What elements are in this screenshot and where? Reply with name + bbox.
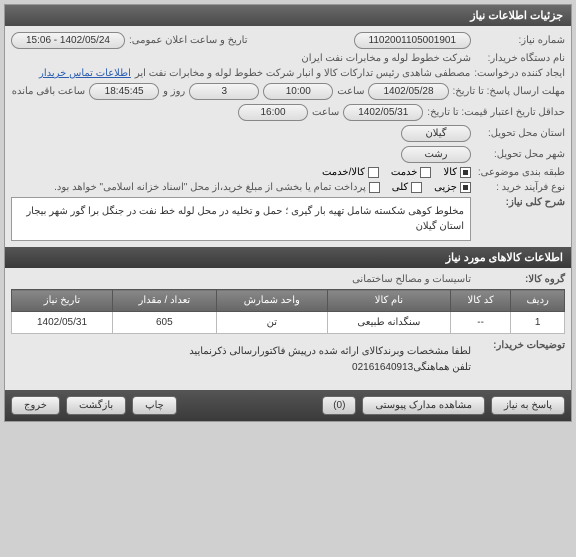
back-button[interactable]: بازگشت	[66, 396, 126, 415]
table-row: 1 -- سنگدانه طبیعی تن 605 1402/05/31	[12, 312, 565, 334]
price-validity-label: حداقل تاریخ اعتبار قیمت: تا تاریخ:	[427, 107, 565, 118]
exit-button[interactable]: خروج	[11, 396, 60, 415]
respond-button[interactable]: پاسخ به نیاز	[491, 396, 565, 415]
cell-unit: تن	[216, 312, 327, 334]
buyer-note-line2: تلفن هماهنگی02161640913	[189, 360, 471, 376]
cell-row: 1	[511, 312, 565, 334]
description-label: شرح کلی نیاز:	[475, 197, 565, 208]
row-goods-group: گروه کالا: تاسیسات و مصالح ساختمانی	[11, 274, 565, 285]
row-province: استان محل تحویل: گیلان	[11, 125, 565, 142]
row-deadline: مهلت ارسال پاسخ: تا تاریخ: 1402/05/28 سا…	[11, 83, 565, 100]
col-name: نام کالا	[327, 290, 450, 312]
buyer-notes-text: لطفا مشخصات وبرندکالای ارائه شده درپیش ف…	[189, 340, 471, 380]
cell-qty: 605	[112, 312, 216, 334]
cell-date: 1402/05/31	[12, 312, 113, 334]
province-value: گیلان	[401, 125, 471, 142]
footer-bar: پاسخ به نیاز مشاهده مدارک پیوستی (0) چاپ…	[5, 390, 571, 421]
deadline-days-label: روز و	[163, 86, 185, 97]
row-need-number: شماره نیاز: 1102001105001901 تاریخ و ساع…	[11, 32, 565, 49]
category-service-label: خدمت	[391, 167, 418, 178]
announce-date-value: 1402/05/24 - 15:06	[11, 32, 125, 49]
col-code: کد کالا	[450, 290, 510, 312]
price-validity-time: 16:00	[238, 104, 308, 121]
requester-label: ایجاد کننده درخواست:	[474, 68, 565, 79]
announce-date-label: تاریخ و ساعت اعلان عمومی:	[129, 35, 248, 46]
col-date: تاریخ نیاز	[12, 290, 113, 312]
row-city: شهر محل تحویل: رشت	[11, 146, 565, 163]
category-both[interactable]: کالا/خدمت	[322, 167, 379, 178]
goods-table: ردیف کد کالا نام کالا واحد شمارش تعداد /…	[11, 289, 565, 334]
checkbox-icon	[368, 167, 379, 178]
requester-value: مصطفی شاهدی رئیس تدارکات کالا و انبار شر…	[135, 68, 470, 79]
category-radio-group: کالا خدمت کالا/خدمت	[322, 167, 471, 178]
process-treasury-label: پرداخت تمام یا بخشی از مبلغ خرید،از محل …	[54, 182, 366, 193]
attachments-count: (0)	[322, 396, 356, 415]
need-details-panel: جزئیات اطلاعات نیاز شماره نیاز: 11020011…	[4, 4, 572, 422]
row-buyer-notes: توضیحات خریدار: لطفا مشخصات وبرندکالای ا…	[11, 340, 565, 380]
cell-name: سنگدانه طبیعی	[327, 312, 450, 334]
process-full-label: کلی	[392, 182, 408, 193]
category-service[interactable]: خدمت	[391, 167, 432, 178]
goods-group-value: تاسیسات و مصالح ساختمانی	[352, 274, 471, 285]
row-price-validity: حداقل تاریخ اعتبار قیمت: تا تاریخ: 1402/…	[11, 104, 565, 121]
col-qty: تعداد / مقدار	[112, 290, 216, 312]
buyer-contact-link[interactable]: اطلاعات تماس خریدار	[39, 68, 131, 79]
col-unit: واحد شمارش	[216, 290, 327, 312]
row-requester: ایجاد کننده درخواست: مصطفی شاهدی رئیس تد…	[11, 68, 565, 79]
city-value: رشت	[401, 146, 471, 163]
deadline-label: مهلت ارسال پاسخ: تا تاریخ:	[453, 86, 565, 97]
price-validity-date: 1402/05/31	[343, 104, 423, 121]
checkbox-checked-icon	[460, 167, 471, 178]
checkbox-checked-icon	[460, 182, 471, 193]
row-description: شرح کلی نیاز: مخلوط کوهی شکسته شامل تهیه…	[11, 197, 565, 241]
goods-group-label: گروه کالا:	[475, 274, 565, 285]
goods-section-title: اطلاعات کالاهای مورد نیاز	[5, 247, 571, 268]
row-category: طبقه بندی موضوعی: کالا خدمت کالا/خدمت	[11, 167, 565, 178]
attachments-button[interactable]: مشاهده مدارک پیوستی	[362, 396, 485, 415]
process-type-label: نوع فرآیند خرید :	[475, 182, 565, 193]
buyer-note-line1: لطفا مشخصات وبرندکالای ارائه شده درپیش ف…	[189, 344, 471, 360]
checkbox-icon	[420, 167, 431, 178]
process-treasury[interactable]: پرداخت تمام یا بخشی از مبلغ خرید،از محل …	[54, 182, 380, 193]
checkbox-icon	[369, 182, 380, 193]
panel-body: شماره نیاز: 1102001105001901 تاریخ و ساع…	[5, 26, 571, 390]
panel-title: جزئیات اطلاعات نیاز	[5, 5, 571, 26]
row-process-type: نوع فرآیند خرید : جزیی کلی پرداخت تمام ی…	[11, 182, 565, 193]
process-partial-label: جزیی	[434, 182, 457, 193]
deadline-date: 1402/05/28	[368, 83, 448, 100]
buyer-org-label: نام دستگاه خریدار:	[475, 53, 565, 64]
buyer-notes-label: توضیحات خریدار:	[475, 340, 565, 351]
description-text: مخلوط کوهی شکسته شامل تهیه بار گیری ؛ حم…	[11, 197, 471, 241]
category-label: طبقه بندی موضوعی:	[475, 167, 565, 178]
price-validity-time-label: ساعت	[312, 107, 339, 118]
deadline-remain: 18:45:45	[89, 83, 159, 100]
province-label: استان محل تحویل:	[475, 128, 565, 139]
category-goods-label: کالا	[443, 167, 457, 178]
row-buyer-org: نام دستگاه خریدار: شرکت خطوط لوله و مخاب…	[11, 53, 565, 64]
city-label: شهر محل تحویل:	[475, 149, 565, 160]
need-number-label: شماره نیاز:	[475, 35, 565, 46]
deadline-days: 3	[189, 83, 259, 100]
deadline-time: 10:00	[263, 83, 333, 100]
need-number-value: 1102001105001901	[354, 32, 472, 49]
process-partial[interactable]: جزیی	[434, 182, 471, 193]
cell-code: --	[450, 312, 510, 334]
table-header-row: ردیف کد کالا نام کالا واحد شمارش تعداد /…	[12, 290, 565, 312]
deadline-remain-label: ساعت باقی مانده	[12, 86, 85, 97]
category-both-label: کالا/خدمت	[322, 167, 365, 178]
buyer-org-value: شرکت خطوط لوله و مخابرات نفت ایران	[301, 53, 471, 64]
print-button[interactable]: چاپ	[132, 396, 177, 415]
col-row: ردیف	[511, 290, 565, 312]
process-radio-group: جزیی کلی پرداخت تمام یا بخشی از مبلغ خری…	[54, 182, 471, 193]
deadline-time-label: ساعت	[337, 86, 364, 97]
checkbox-icon	[411, 182, 422, 193]
category-goods[interactable]: کالا	[443, 167, 471, 178]
process-full[interactable]: کلی	[392, 182, 422, 193]
